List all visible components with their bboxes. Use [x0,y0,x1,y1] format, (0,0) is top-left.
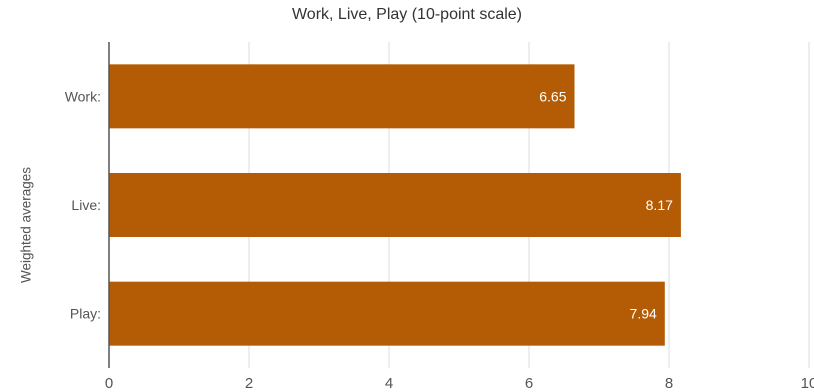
x-tick-label-10: 10 [801,375,814,392]
x-tick-label-6: 6 [525,375,533,392]
category-label-0: Work: [65,88,101,104]
value-labels: 6.65 8.17 7.94 [539,88,673,321]
category-label-2: Play: [70,306,101,322]
bars [109,64,681,346]
value-label-2: 7.94 [630,306,657,322]
x-tick-label-2: 2 [245,375,253,392]
value-label-0: 6.65 [539,88,566,104]
chart-subtitle: Work, Live, Play (10-point scale) [291,6,522,23]
category-labels: Work: Live: Play: [65,88,101,321]
value-label-1: 8.17 [646,197,673,213]
bar-1 [109,173,681,237]
x-tick-label-0: 0 [105,375,113,392]
x-tick-labels: 0 2 4 6 8 10 [105,375,814,392]
x-tick-label-8: 8 [665,375,673,392]
category-label-1: Live: [71,197,101,213]
x-tick-label-4: 4 [385,375,393,392]
bar-0 [109,64,575,129]
bar-2 [109,281,665,346]
